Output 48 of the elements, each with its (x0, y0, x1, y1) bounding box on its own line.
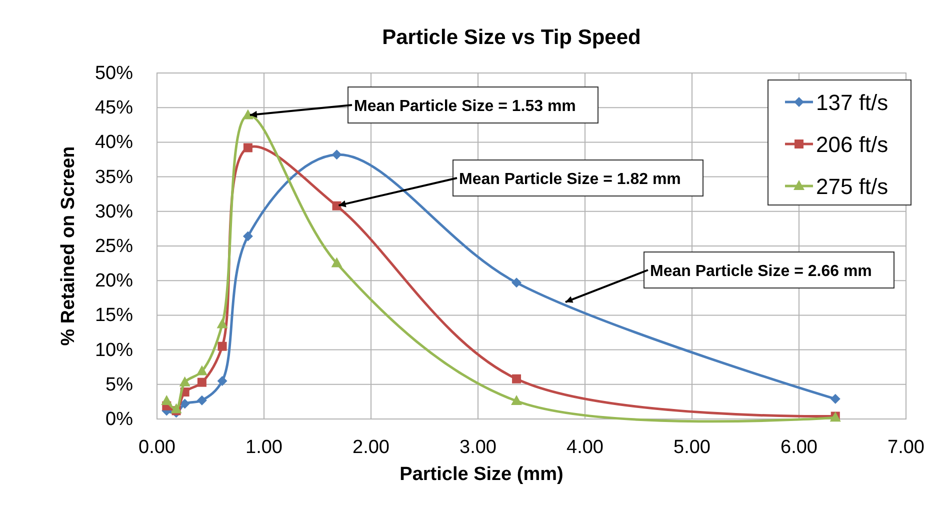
point (216, 318, 228, 328)
point (331, 257, 342, 268)
x-tick-label: 5.00 (674, 437, 710, 458)
point (170, 403, 182, 414)
x-tick-label: 1.00 (246, 437, 282, 458)
y-tick-label: 0% (106, 409, 134, 430)
point (511, 395, 522, 406)
legend-label: 275 ft/s (816, 174, 888, 199)
point (332, 201, 342, 210)
y-tick-label: 30% (94, 201, 134, 222)
x-tick-label: 0.00 (138, 437, 176, 458)
point (512, 374, 522, 384)
x-tick-label: 6.00 (780, 437, 818, 458)
y-tick-label: 15% (94, 305, 134, 326)
annotation: Mean Particle Size = 2.66 mm (650, 263, 872, 280)
point (180, 398, 190, 409)
point (243, 143, 252, 152)
x-tick-label: 2.00 (352, 437, 390, 458)
y-tick-label: 10% (94, 340, 134, 361)
point (196, 395, 207, 406)
point (332, 150, 342, 160)
y-tick-label: 50% (94, 63, 134, 84)
annotation: Mean Particle Size = 1.82 mm (459, 171, 681, 188)
legend-label: 206 ft/s (816, 132, 888, 157)
point (830, 394, 840, 404)
x-axis-title: Particle Size (mm) (400, 464, 564, 485)
point (196, 365, 208, 376)
point (218, 342, 227, 351)
x-tick-label: 4.00 (566, 437, 604, 458)
x-tick-label: 7.00 (888, 437, 924, 458)
point (512, 278, 522, 288)
y-tick-label: 20% (94, 270, 134, 292)
point (179, 376, 190, 386)
y-tick-label: 25% (94, 236, 134, 257)
point (161, 395, 172, 406)
y-tick-label: 40% (94, 132, 134, 154)
point (242, 109, 254, 120)
x-tick-label: 3.00 (460, 437, 496, 458)
y-axis-title: % Retained on Screen (58, 146, 79, 346)
y-tick-label: 45% (94, 98, 134, 119)
y-tick-label: 5% (106, 374, 134, 396)
point (197, 378, 206, 387)
point (242, 231, 253, 242)
annotation: Mean Particle Size = 1.53 mm (354, 98, 576, 115)
point (217, 376, 228, 386)
y-tick-label: 35% (94, 166, 134, 188)
chart-title: Particle Size vs Tip Speed (382, 26, 641, 49)
legend-label: 137 ft/s (816, 90, 888, 115)
